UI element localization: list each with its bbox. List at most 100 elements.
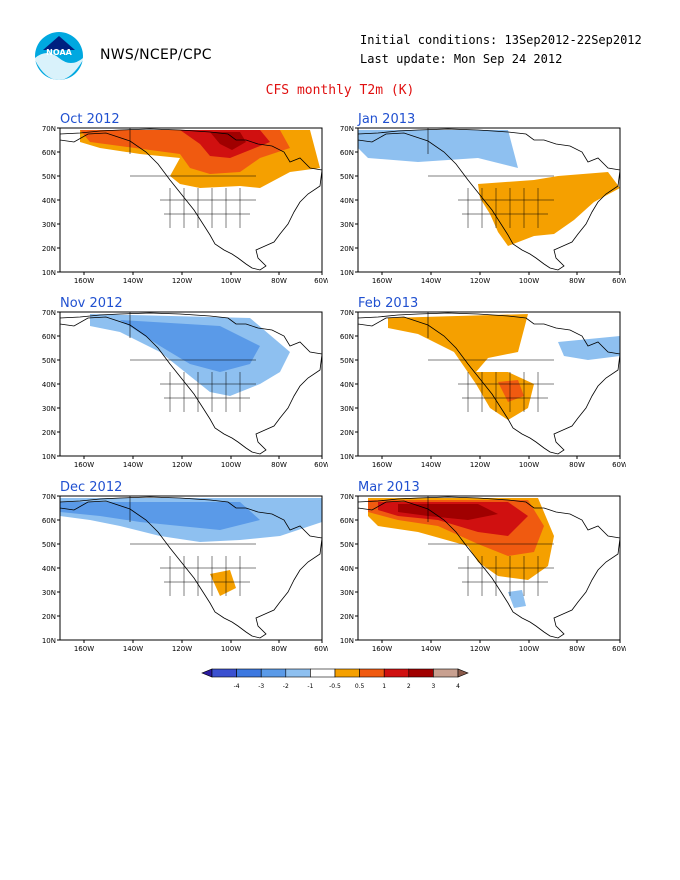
colorbar-swatch xyxy=(211,668,237,678)
lat-tick-label: 30N xyxy=(340,405,354,413)
anomaly-region xyxy=(558,336,620,360)
lon-tick-label: 120W xyxy=(470,461,490,469)
lat-tick-label: 30N xyxy=(42,589,56,597)
lon-tick-label: 80W xyxy=(569,645,585,653)
page-title: CFS monthly T2m (K) xyxy=(265,83,415,98)
lon-tick-label: 120W xyxy=(172,277,192,285)
lon-tick-label: 140W xyxy=(123,461,143,469)
colorbar-label: 3 xyxy=(431,683,435,690)
anomaly-region xyxy=(398,504,498,520)
lat-tick-label: 60N xyxy=(340,517,354,525)
colorbar-label: 4 xyxy=(456,683,460,690)
lat-tick-label: 30N xyxy=(340,589,354,597)
lat-tick-label: 10N xyxy=(42,453,56,461)
colorbar-swatch xyxy=(236,668,262,678)
lat-tick-label: 10N xyxy=(340,637,354,645)
lon-tick-label: 80W xyxy=(569,461,585,469)
colorbar-swatch xyxy=(359,668,385,678)
lat-tick-label: 70N xyxy=(340,493,354,501)
lat-tick-label: 70N xyxy=(340,309,354,317)
lon-tick-label: 120W xyxy=(172,461,192,469)
anomaly-region xyxy=(498,380,524,402)
logo-text: NOAA xyxy=(46,48,72,57)
colorbar-label: -0.5 xyxy=(329,683,341,690)
colorbar-swatch xyxy=(310,668,336,678)
lon-tick-label: 100W xyxy=(519,645,539,653)
lon-tick-label: 140W xyxy=(123,645,143,653)
map-panel: 70N 60N 50N 40N 30N 20N 10N 160W 140W 120W 100W 80W… xyxy=(328,124,628,292)
lat-tick-label: 20N xyxy=(340,613,354,621)
lat-tick-label: 30N xyxy=(42,221,56,229)
map-panel: 70N 60N 50N 40N 30N 20N 10N 160W 140W 120W 100W 80W… xyxy=(30,124,330,292)
lon-tick-label: 160W xyxy=(74,461,94,469)
lat-tick-label: 10N xyxy=(340,269,354,277)
lon-tick-label: 160W xyxy=(372,461,392,469)
lon-tick-label: 140W xyxy=(421,461,441,469)
org-name: NWS/NCEP/CPC xyxy=(100,47,212,63)
lon-tick-label: 120W xyxy=(470,277,490,285)
map-panel: 70N 60N 50N 40N 30N 20N 10N 160W 140W 120W 100W 80W… xyxy=(328,492,628,660)
lat-tick-label: 70N xyxy=(42,125,56,133)
panel-label: Nov 2012 xyxy=(60,296,123,311)
colorbar-label: -2 xyxy=(283,683,289,690)
colorbar-swatch xyxy=(285,668,311,678)
lon-tick-label: 100W xyxy=(519,461,539,469)
panel-label: Jan 2013 xyxy=(358,112,416,127)
coastline xyxy=(358,128,620,271)
lat-tick-label: 40N xyxy=(42,565,56,573)
coastline xyxy=(358,496,620,639)
colorbar-swatch xyxy=(334,668,360,678)
lat-tick-label: 60N xyxy=(340,333,354,341)
lon-tick-label: 60W xyxy=(612,645,626,653)
anomaly-region xyxy=(210,132,246,150)
lon-tick-label: 100W xyxy=(221,277,241,285)
lat-tick-label: 50N xyxy=(42,541,56,549)
init-conditions: Initial conditions: 13Sep2012-22Sep2012 xyxy=(360,33,642,47)
colorbar-swatch xyxy=(457,668,469,678)
lon-tick-label: 60W xyxy=(314,277,328,285)
anomaly-region xyxy=(508,590,526,608)
lon-tick-label: 160W xyxy=(74,645,94,653)
anomaly-region xyxy=(478,172,620,246)
lat-tick-label: 20N xyxy=(42,429,56,437)
lon-tick-label: 160W xyxy=(372,277,392,285)
colorbar-label: 1 xyxy=(382,683,386,690)
colorbar-label: -3 xyxy=(258,683,264,690)
lon-tick-label: 80W xyxy=(569,277,585,285)
anomaly-region xyxy=(388,314,534,420)
lat-tick-label: 40N xyxy=(42,381,56,389)
coastline xyxy=(60,496,322,639)
lon-tick-label: 100W xyxy=(519,277,539,285)
colorbar-label: -4 xyxy=(234,683,240,690)
coastline xyxy=(60,128,322,271)
lat-tick-label: 70N xyxy=(340,125,354,133)
lon-tick-label: 160W xyxy=(372,645,392,653)
lat-tick-label: 70N xyxy=(42,493,56,501)
lat-tick-label: 60N xyxy=(340,149,354,157)
lat-tick-label: 30N xyxy=(42,405,56,413)
lat-tick-label: 20N xyxy=(340,429,354,437)
noaa-logo: NOAA xyxy=(33,30,85,86)
anomaly-region xyxy=(120,320,260,372)
colorbar-swatch xyxy=(408,668,434,678)
lon-tick-label: 140W xyxy=(421,645,441,653)
lon-tick-label: 60W xyxy=(612,461,626,469)
lat-tick-label: 30N xyxy=(340,221,354,229)
lat-tick-label: 10N xyxy=(42,269,56,277)
lat-tick-label: 10N xyxy=(340,453,354,461)
colorbar-swatch xyxy=(260,668,287,678)
panel-label: Mar 2013 xyxy=(358,480,420,495)
panel-label: Oct 2012 xyxy=(60,112,120,127)
anomaly-region xyxy=(358,130,518,168)
lat-tick-label: 50N xyxy=(42,173,56,181)
lon-tick-label: 80W xyxy=(271,461,287,469)
lon-tick-label: 120W xyxy=(470,645,490,653)
coastline xyxy=(60,312,322,455)
lon-tick-label: 100W xyxy=(221,645,241,653)
last-update: Last update: Mon Sep 24 2012 xyxy=(360,52,563,66)
colorbar-swatch xyxy=(433,668,459,678)
lon-tick-label: 80W xyxy=(271,277,287,285)
map-panel: 70N 60N 50N 40N 30N 20N 10N 160W 140W 120W 100W 80W… xyxy=(30,492,330,660)
lon-tick-label: 120W xyxy=(172,645,192,653)
map-panel: 70N 60N 50N 40N 30N 20N 10N 160W 140W 120W 100W 80W… xyxy=(328,308,628,476)
